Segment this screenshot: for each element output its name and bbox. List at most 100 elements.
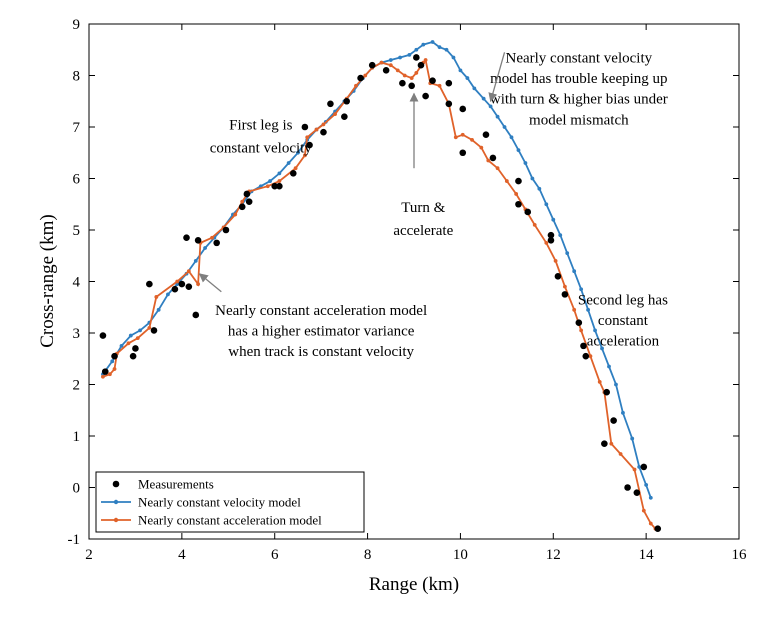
y-tick-label: -1 xyxy=(68,532,81,548)
measurement-point xyxy=(459,149,467,157)
measurement-point xyxy=(561,291,569,298)
y-tick-label: 6 xyxy=(73,172,81,188)
y-tick-label: 3 xyxy=(73,326,81,342)
measurement-point xyxy=(185,283,193,290)
series-marker-1 xyxy=(138,328,142,333)
annotation-2-line: model mismatch xyxy=(529,112,629,128)
measurement-point xyxy=(610,417,617,424)
series-marker-1 xyxy=(481,96,486,101)
series-lines xyxy=(101,40,658,531)
series-marker-2 xyxy=(101,374,105,379)
series-marker-2 xyxy=(588,354,593,359)
series-marker-1 xyxy=(537,186,542,191)
measurement-point xyxy=(99,332,107,339)
x-axis-label: Range (km) xyxy=(369,574,459,595)
y-tick-label: 2 xyxy=(73,378,81,394)
series-marker-2 xyxy=(388,63,393,68)
series-marker-1 xyxy=(509,135,514,140)
series-marker-2 xyxy=(597,380,602,384)
annotation-1-line: Turn & xyxy=(401,200,445,216)
measurement-point xyxy=(408,82,415,90)
y-tick-label: 1 xyxy=(73,429,81,445)
series-marker-1 xyxy=(421,42,426,47)
series-marker-1 xyxy=(156,307,161,312)
y-tick-label: 9 xyxy=(73,17,81,33)
series-marker-2 xyxy=(514,192,519,196)
measurement-point xyxy=(276,182,283,190)
annotation-1-line: accelerate xyxy=(393,223,453,239)
series-marker-2 xyxy=(314,127,319,132)
series-marker-2 xyxy=(609,441,614,446)
legend: Measurements Nearly constant velocity mod… xyxy=(95,471,365,533)
series-marker-1 xyxy=(268,179,272,183)
measurement-point xyxy=(243,190,251,198)
annotation-3-line: Nearly constant acceleration model xyxy=(215,303,427,319)
series-marker-1 xyxy=(465,76,470,80)
series-marker-1 xyxy=(495,114,500,119)
series-marker-2 xyxy=(402,73,407,78)
annotation-arrow xyxy=(198,273,222,293)
series-marker-1 xyxy=(523,161,528,165)
annotation-2-line: with turn & higher bias under xyxy=(490,92,668,108)
series-marker-1 xyxy=(296,150,300,155)
measurement-point xyxy=(575,319,583,327)
annotation-4-line: constant xyxy=(598,313,649,329)
x-tick-label: 2 xyxy=(85,547,93,563)
measurement-point xyxy=(213,239,220,247)
series-marker-1 xyxy=(530,176,535,181)
series-marker-2 xyxy=(354,83,358,88)
measurement-point xyxy=(111,352,118,360)
series-marker-2 xyxy=(632,467,637,472)
measurement-point xyxy=(129,352,137,360)
series-marker-1 xyxy=(600,346,604,351)
measurement-point xyxy=(515,200,522,208)
annotation-arrow xyxy=(488,52,506,103)
series-marker-1 xyxy=(516,148,521,153)
x-tick-label: 14 xyxy=(639,547,655,563)
measurement-point xyxy=(554,273,562,280)
series-line-1 xyxy=(102,41,652,499)
series-marker-1 xyxy=(277,171,282,176)
series-marker-1 xyxy=(451,55,456,60)
annotation-2-line: model has trouble keeping up xyxy=(490,71,667,87)
measurement-point xyxy=(327,100,334,108)
y-tick-label: 8 xyxy=(73,69,81,85)
y-tick-label: 4 xyxy=(73,275,81,291)
measurement-point xyxy=(417,61,425,69)
measurement-point xyxy=(445,100,453,108)
series-marker-2 xyxy=(641,508,646,513)
series-marker-2 xyxy=(553,259,558,263)
measurement-point xyxy=(301,123,309,131)
annotation-arrows xyxy=(198,52,506,293)
x-tick-label: 12 xyxy=(546,547,561,563)
legend-marker-0 xyxy=(112,480,120,488)
series-marker-1 xyxy=(414,47,419,52)
series-marker-1 xyxy=(488,104,493,109)
series-marker-2 xyxy=(379,60,384,65)
series-marker-1 xyxy=(128,333,133,338)
series-marker-1 xyxy=(437,45,442,50)
measurement-point xyxy=(633,489,641,496)
measurement-point xyxy=(171,285,179,293)
x-tick-label: 8 xyxy=(364,547,372,563)
series-marker-2 xyxy=(453,135,458,140)
annotation-3-line: when track is constant velocity xyxy=(228,344,414,360)
measurement-point xyxy=(368,61,376,69)
measurement-point xyxy=(178,280,186,288)
measurement-point xyxy=(422,92,429,100)
measurement-point xyxy=(306,141,313,149)
measurement-point xyxy=(132,345,139,352)
series-marker-2 xyxy=(579,328,584,333)
series-points xyxy=(99,54,662,532)
series-marker-2 xyxy=(460,132,465,137)
legend-box xyxy=(95,471,365,533)
series-marker-2 xyxy=(544,240,549,245)
series-marker-2 xyxy=(147,325,152,330)
series-marker-2 xyxy=(395,68,400,73)
measurement-point xyxy=(150,327,158,334)
measurement-point xyxy=(271,182,279,190)
series-marker-1 xyxy=(593,328,597,333)
measurement-point xyxy=(603,388,610,396)
series-marker-1 xyxy=(398,55,402,60)
series-marker-1 xyxy=(166,292,170,297)
